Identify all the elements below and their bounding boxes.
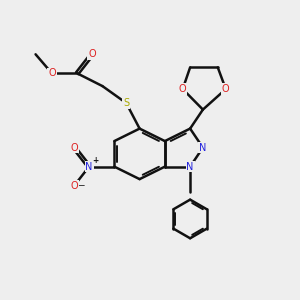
Text: S: S xyxy=(123,98,129,108)
Text: N: N xyxy=(186,162,194,172)
Text: O: O xyxy=(48,68,56,78)
Text: +: + xyxy=(92,156,98,165)
Text: O: O xyxy=(70,181,78,191)
Text: O: O xyxy=(88,49,96,59)
Text: N: N xyxy=(199,142,207,153)
Text: O: O xyxy=(70,142,78,153)
Text: −: − xyxy=(77,181,85,190)
Text: O: O xyxy=(222,84,230,94)
Text: N: N xyxy=(85,162,93,172)
Text: O: O xyxy=(179,84,187,94)
